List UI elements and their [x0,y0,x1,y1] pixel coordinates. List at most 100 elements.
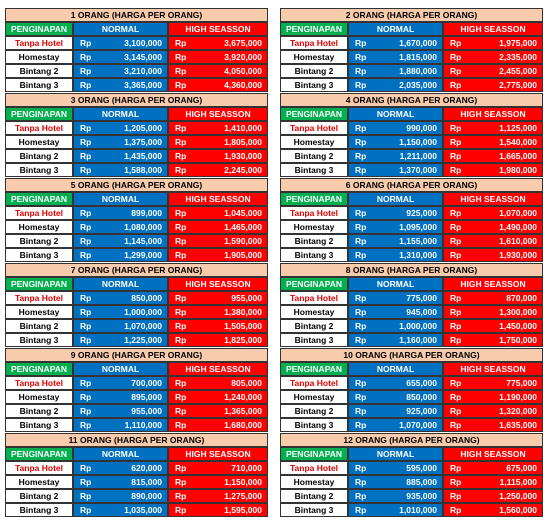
header-cell: NORMAL [348,362,443,376]
high-season-price: 1,665,000 [473,149,543,163]
currency: Rp [348,50,378,64]
high-season-price: 1,930,000 [473,248,543,262]
normal-price: 1,310,000 [378,248,443,262]
header-cell: NORMAL [73,22,168,36]
header-cell: HIGH SEASSON [443,107,543,121]
header-cell: NORMAL [348,277,443,291]
header-cell: NORMAL [73,277,168,291]
accommodation-name: Bintang 2 [5,489,73,503]
normal-price: 925,000 [378,206,443,220]
accommodation-name: Bintang 2 [5,64,73,78]
currency: Rp [73,461,103,475]
currency: Rp [73,135,103,149]
accommodation-name: Bintang 3 [280,163,348,177]
currency: Rp [348,319,378,333]
header-cell: HIGH SEASSON [443,362,543,376]
normal-price: 3,365,000 [103,78,168,92]
currency: Rp [348,503,378,517]
header-cell: HIGH SEASSON [168,107,268,121]
high-season-price: 1,590,000 [198,234,268,248]
accommodation-name: Bintang 2 [5,149,73,163]
normal-price: 1,670,000 [378,36,443,50]
accommodation-name: Homestay [5,475,73,489]
high-season-price: 1,610,000 [473,234,543,248]
header-cell: NORMAL [348,107,443,121]
high-season-price: 1,980,000 [473,163,543,177]
currency: Rp [73,78,103,92]
high-season-price: 1,505,000 [198,319,268,333]
accommodation-name: Bintang 3 [5,78,73,92]
header-cell: NORMAL [73,447,168,461]
currency: Rp [443,418,473,432]
normal-price: 1,080,000 [103,220,168,234]
header-cell: PENGINAPAN [280,447,348,461]
high-season-price: 1,680,000 [198,418,268,432]
accommodation-name: Tanpa Hotel [5,121,73,135]
currency: Rp [73,503,103,517]
currency: Rp [443,461,473,475]
currency: Rp [443,234,473,248]
currency: Rp [168,319,198,333]
currency: Rp [348,404,378,418]
currency: Rp [73,121,103,135]
currency: Rp [348,291,378,305]
normal-price: 1,815,000 [378,50,443,64]
currency: Rp [168,248,198,262]
currency: Rp [168,390,198,404]
high-season-price: 1,410,000 [198,121,268,135]
block-title: 10 ORANG (HARGA PER ORANG) [280,348,543,362]
normal-price: 815,000 [103,475,168,489]
normal-price: 1,035,000 [103,503,168,517]
high-season-price: 710,000 [198,461,268,475]
currency: Rp [73,163,103,177]
normal-price: 1,588,000 [103,163,168,177]
header-cell: HIGH SEASSON [443,447,543,461]
currency: Rp [168,404,198,418]
currency: Rp [443,78,473,92]
header-cell: PENGINAPAN [5,22,73,36]
currency: Rp [443,404,473,418]
currency: Rp [443,291,473,305]
header-cell: PENGINAPAN [5,277,73,291]
accommodation-name: Tanpa Hotel [280,461,348,475]
accommodation-name: Tanpa Hotel [5,376,73,390]
currency: Rp [168,64,198,78]
accommodation-name: Homestay [280,50,348,64]
high-season-price: 2,775,000 [473,78,543,92]
currency: Rp [73,248,103,262]
currency: Rp [443,319,473,333]
currency: Rp [168,149,198,163]
normal-price: 945,000 [378,305,443,319]
currency: Rp [443,248,473,262]
normal-price: 2,035,000 [378,78,443,92]
accommodation-name: Bintang 3 [280,503,348,517]
high-season-price: 955,000 [198,291,268,305]
currency: Rp [348,234,378,248]
accommodation-name: Homestay [5,220,73,234]
accommodation-name: Homestay [280,390,348,404]
currency: Rp [443,163,473,177]
normal-price: 620,000 [103,461,168,475]
accommodation-name: Bintang 2 [280,64,348,78]
currency: Rp [168,461,198,475]
normal-price: 1,070,000 [103,319,168,333]
normal-price: 1,205,000 [103,121,168,135]
currency: Rp [73,206,103,220]
header-cell: HIGH SEASSON [168,22,268,36]
currency: Rp [168,418,198,432]
currency: Rp [348,36,378,50]
currency: Rp [73,220,103,234]
high-season-price: 1,190,000 [473,390,543,404]
accommodation-name: Bintang 3 [5,248,73,262]
currency: Rp [73,36,103,50]
currency: Rp [73,149,103,163]
header-cell: HIGH SEASSON [443,22,543,36]
accommodation-name: Bintang 2 [280,404,348,418]
accommodation-name: Bintang 2 [280,319,348,333]
currency: Rp [73,291,103,305]
high-season-price: 1,560,000 [473,503,543,517]
normal-price: 700,000 [103,376,168,390]
header-cell: NORMAL [348,22,443,36]
high-season-price: 1,930,000 [198,149,268,163]
currency: Rp [443,206,473,220]
